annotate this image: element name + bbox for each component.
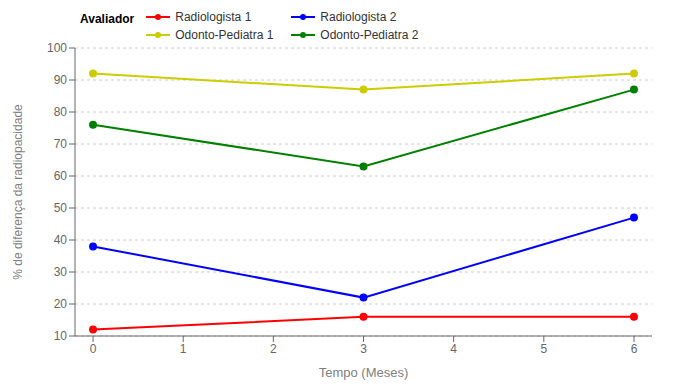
svg-text:30: 30: [54, 265, 68, 279]
svg-text:1: 1: [180, 342, 187, 356]
svg-text:4: 4: [450, 342, 457, 356]
svg-text:20: 20: [54, 297, 68, 311]
svg-text:Tempo (Meses): Tempo (Meses): [319, 365, 409, 380]
svg-text:3: 3: [360, 342, 367, 356]
svg-text:60: 60: [54, 169, 68, 183]
svg-text:% de diferença da radiopacidad: % de diferença da radiopacidade: [11, 104, 25, 280]
svg-text:100: 100: [47, 41, 67, 55]
svg-text:40: 40: [54, 233, 68, 247]
svg-text:0: 0: [90, 342, 97, 356]
html-text:Avaliador: Avaliador: [80, 12, 135, 26]
svg-text:2: 2: [270, 342, 277, 356]
svg-text:90: 90: [54, 73, 68, 87]
html-text:Radiologista 1: Radiologista 1: [175, 10, 252, 24]
svg-text:70: 70: [54, 137, 68, 151]
html-text:Odonto-Pediatra 1: Odonto-Pediatra 1: [175, 28, 274, 42]
svg-text:50: 50: [54, 201, 68, 215]
svg-text:10: 10: [54, 329, 68, 343]
html-text:Radiologista 2: Radiologista 2: [320, 10, 397, 24]
svg-text:6: 6: [631, 342, 638, 356]
html-text:Odonto-Pediatra 2: Odonto-Pediatra 2: [320, 28, 419, 42]
svg-text:5: 5: [540, 342, 547, 356]
svg-text:80: 80: [54, 105, 68, 119]
